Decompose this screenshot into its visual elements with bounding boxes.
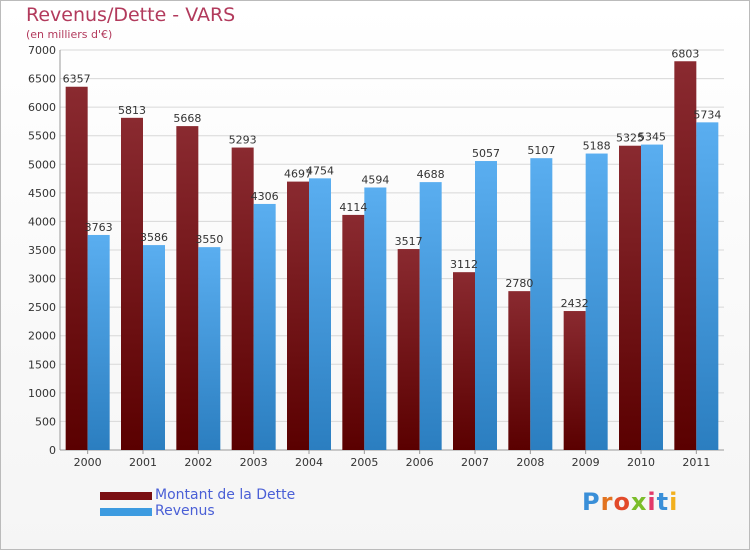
x-tick-label: 2006: [406, 456, 434, 469]
proxiti-logo: Proxiti: [582, 488, 678, 516]
y-tick-label: 1000: [28, 387, 56, 400]
y-tick-label: 5000: [28, 158, 56, 171]
y-tick-label: 3500: [28, 244, 56, 257]
bar-dette: [508, 291, 531, 450]
y-tick-label: 4000: [28, 215, 56, 228]
data-label-revenus: 5107: [527, 144, 555, 157]
bar-dette: [397, 249, 420, 450]
data-label-dette: 5293: [229, 134, 257, 147]
bar-revenus: [253, 203, 276, 450]
data-label-dette: 6357: [63, 73, 91, 86]
y-tick-label: 2000: [28, 330, 56, 343]
data-label-revenus: 5057: [472, 147, 500, 160]
y-tick-label: 6000: [28, 101, 56, 114]
bar-revenus: [364, 187, 387, 450]
data-label-dette: 6803: [671, 47, 699, 60]
bar-dette: [342, 214, 365, 450]
data-label-dette: 4697: [284, 168, 312, 181]
y-axis-ticks: 0 500 1000 1500 2000 2500 3000 3500 4000 4500 5000…: [28, 44, 56, 457]
data-label-dette: 5325: [616, 132, 644, 145]
logo-letter: o: [613, 488, 631, 516]
logo-letter: i: [647, 488, 657, 516]
data-label-revenus: 4754: [306, 164, 334, 177]
data-label-dette: 2780: [505, 277, 533, 290]
bar-revenus: [143, 245, 165, 450]
data-label-revenus: 5734: [693, 108, 721, 121]
bar-dette: [563, 311, 586, 450]
data-label-revenus: 3550: [195, 233, 223, 246]
data-labels: 6357 3763 5813 3586 5668 3550 5293 4306 46974754…: [63, 47, 722, 310]
y-tick-label: 3000: [28, 273, 56, 286]
data-label-dette: 3517: [395, 235, 423, 248]
y-tick-label: 500: [35, 415, 56, 428]
x-tick-label: 2008: [516, 456, 544, 469]
bar-dette: [176, 126, 199, 450]
x-tick-label: 2005: [350, 456, 378, 469]
data-label-revenus: 4306: [251, 190, 279, 203]
data-label-revenus: 3763: [85, 221, 113, 234]
data-label-revenus: 4688: [417, 168, 445, 181]
data-label-revenus: 4594: [361, 173, 389, 186]
y-tick-label: 7000: [28, 44, 56, 57]
logo-letter: r: [600, 488, 614, 516]
bar-dette: [287, 181, 309, 450]
x-tick-label: 2011: [682, 456, 710, 469]
logo-letter: x: [630, 488, 648, 516]
y-tick-label: 4500: [28, 187, 56, 200]
bar-revenus: [641, 144, 663, 451]
x-tick-label: 2004: [295, 456, 323, 469]
y-tick-label: 0: [49, 444, 56, 457]
bar-dette: [453, 272, 475, 450]
data-label-dette: 2432: [561, 297, 589, 310]
bar-revenus: [87, 234, 110, 450]
bar-dette: [674, 61, 697, 450]
legend-swatch-revenus: [100, 508, 152, 516]
x-tick-label: 2001: [129, 456, 157, 469]
bar-dette: [619, 145, 641, 450]
bar-dette: [231, 147, 254, 451]
bar-revenus: [309, 178, 331, 451]
bar-dette: [121, 117, 143, 450]
logo-letter: P: [582, 488, 601, 516]
x-axis-ticks: 2000 2001 2002 2003 2004 2005 2006 2007 2008 2009…: [74, 450, 710, 469]
chart-title: Revenus/Dette - VARS: [26, 4, 236, 26]
y-tick-label: 1500: [28, 358, 56, 371]
grid-lines: [59, 49, 724, 451]
legend-label-dette: Montant de la Dette: [155, 487, 296, 503]
data-label-revenus: 5188: [583, 140, 611, 153]
bar-revenus: [696, 122, 719, 450]
legend-swatch-dette: [100, 492, 152, 500]
x-tick-label: 2007: [461, 456, 489, 469]
x-tick-label: 2010: [627, 456, 655, 469]
bar-revenus: [198, 247, 221, 450]
data-label-dette: 4114: [339, 201, 367, 214]
legend-label-revenus: Revenus: [155, 503, 215, 519]
data-label-dette: 5668: [173, 112, 201, 125]
data-label-revenus: 3586: [140, 231, 168, 244]
bar-revenus: [585, 153, 608, 451]
bars: [65, 61, 719, 451]
x-tick-label: 2009: [572, 456, 600, 469]
x-tick-label: 2002: [184, 456, 212, 469]
bar-revenus: [419, 182, 442, 450]
bar-dette: [65, 86, 88, 450]
bar-revenus: [530, 158, 553, 450]
bar-revenus: [475, 161, 497, 450]
x-tick-label: 2000: [74, 456, 102, 469]
y-tick-label: 6500: [28, 73, 56, 86]
y-tick-label: 2500: [28, 301, 56, 314]
y-tick-label: 5500: [28, 130, 56, 143]
data-label-dette: 3112: [450, 258, 478, 271]
data-label-revenus: 5345: [638, 131, 666, 144]
data-label-dette: 5813: [118, 104, 146, 117]
logo-letter: i: [669, 488, 679, 516]
logo-letter: t: [656, 488, 670, 516]
chart-subtitle: (en milliers d'€): [26, 28, 113, 41]
x-tick-label: 2003: [240, 456, 268, 469]
